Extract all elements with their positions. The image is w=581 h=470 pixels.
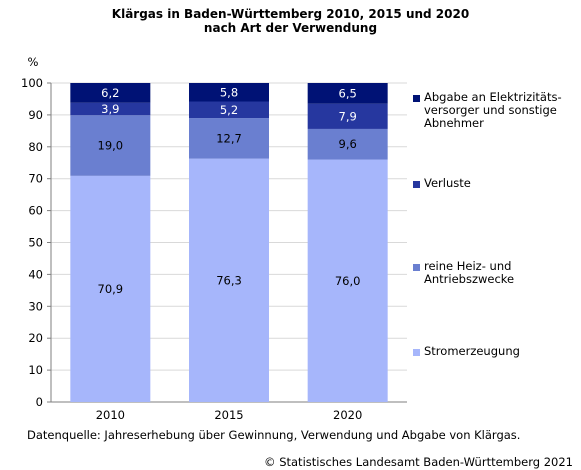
data-label: 19,0: [98, 139, 124, 153]
copyright-note: © Statistisches Landesamt Baden-Württemb…: [264, 455, 573, 469]
legend-label: Verluste: [424, 176, 471, 190]
data-label: 76,0: [335, 274, 361, 288]
data-label: 9,6: [339, 137, 357, 151]
bar-segment: [189, 101, 269, 119]
data-source-note: Datenquelle: Jahreserhebung über Gewinnu…: [27, 428, 521, 442]
bar-segment: [189, 158, 269, 402]
bar-segment: [307, 83, 388, 104]
y-tick-label: 90: [28, 108, 43, 122]
legend-swatch: [413, 95, 420, 102]
y-axis-label: %: [28, 55, 39, 69]
data-label: 6,5: [339, 86, 357, 100]
y-tick-label: 30: [28, 299, 43, 313]
x-tick-label: 2020: [333, 408, 362, 422]
y-tick-label: 70: [28, 172, 43, 186]
y-tick-label: 50: [28, 236, 43, 250]
x-tick-label: 2015: [214, 408, 243, 422]
chart-subtitle: nach Art der Verwendung: [203, 21, 378, 35]
legend-label: Stromerzeugung: [424, 344, 520, 358]
data-label: 12,7: [216, 131, 242, 145]
y-tick-label: 60: [28, 204, 43, 218]
bar-segment: [70, 102, 151, 116]
bar-segment: [70, 175, 151, 402]
data-label: 3,9: [101, 102, 119, 116]
legend-label: Abgabe an Elektrizitäts- versorger und s…: [424, 90, 562, 130]
legend-swatch: [413, 349, 420, 356]
y-tick-label: 10: [28, 363, 43, 377]
data-label: 5,8: [220, 85, 238, 99]
y-tick-label: 80: [28, 140, 43, 154]
legend-label: reine Heiz- und Antriebszwecke: [424, 259, 515, 286]
data-label: 76,3: [216, 273, 242, 287]
y-tick-label: 0: [36, 395, 43, 409]
data-label: 70,9: [98, 282, 124, 296]
bar-segment: [70, 83, 151, 103]
x-tick-label: 2010: [96, 408, 125, 422]
data-label: 6,2: [101, 86, 119, 100]
bar-segment: [307, 103, 388, 129]
y-tick-label: 40: [28, 267, 43, 281]
legend-swatch: [413, 181, 420, 188]
y-tick-label: 20: [28, 331, 43, 345]
bar-segment: [189, 83, 269, 102]
bar-segment: [307, 159, 388, 402]
bar-segment: [189, 118, 269, 159]
legend-swatch: [413, 264, 420, 271]
chart-title-block: Klärgas in Baden-Württemberg 2010, 2015 …: [0, 7, 581, 35]
chart-title: Klärgas in Baden-Württemberg 2010, 2015 …: [111, 7, 470, 21]
bar-segment: [307, 128, 388, 160]
data-label: 5,2: [220, 103, 238, 117]
bar-segment: [70, 115, 151, 176]
y-tick-label: 100: [21, 76, 43, 90]
data-label: 7,9: [339, 109, 357, 123]
